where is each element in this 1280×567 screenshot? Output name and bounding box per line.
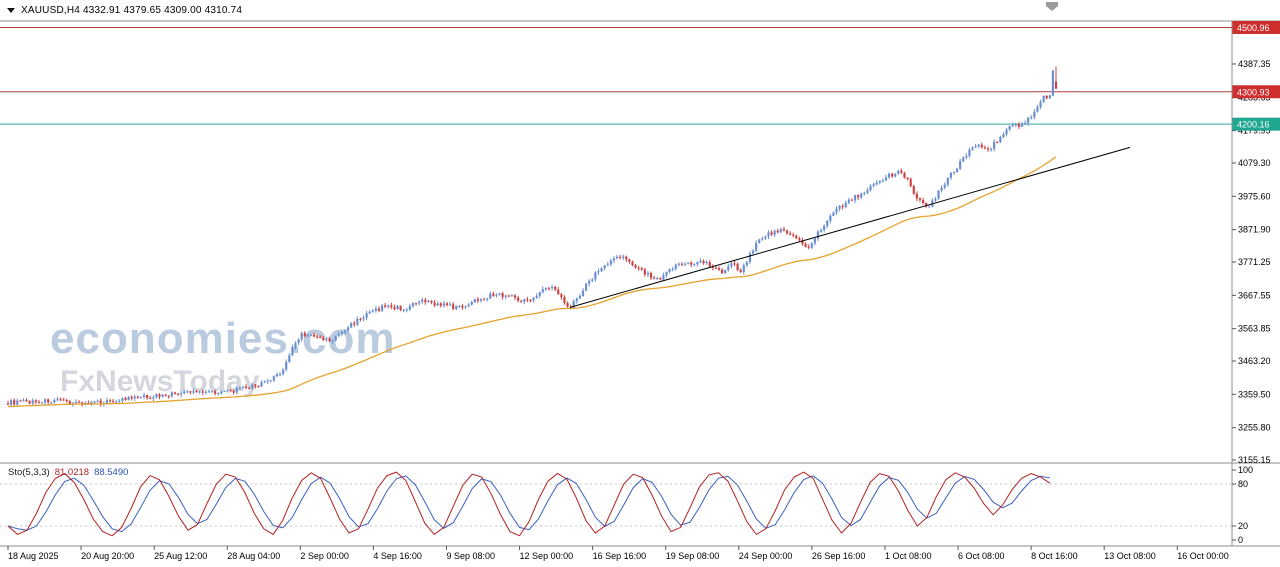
candles-layer[interactable]: [6, 66, 1058, 408]
time-tick-label: 2 Sep 00:00: [300, 551, 349, 561]
stochastic-name: Sto(5,3,3): [8, 467, 50, 478]
price-tick-label: 4387.35: [1238, 59, 1271, 69]
price-badge-label: 4200.16: [1237, 120, 1270, 130]
stochastic-scale-label: 100: [1238, 465, 1253, 475]
price-badge: [1232, 20, 1280, 34]
time-tick-label: 28 Aug 04:00: [227, 551, 280, 561]
price-tick-label: 3667.55: [1238, 290, 1271, 300]
time-axis: 18 Aug 2025 20 Aug 20:00 25 Aug 12:00 28 Au…: [7, 546, 1229, 561]
time-tick-label: 13 Oct 08:00: [1104, 551, 1156, 561]
time-tick-label: 18 Aug 2025: [8, 551, 59, 561]
stochastic-signal-line: [7, 475, 1051, 533]
price-tick-label: 3871.90: [1238, 225, 1271, 235]
price-tick-label: 4079.30: [1238, 158, 1271, 168]
horizontal-levels: [0, 26, 1232, 125]
time-tick-label: 9 Sep 08:00: [446, 551, 495, 561]
price-badges: 4500.96 4300.93 4200.16: [1232, 20, 1280, 131]
time-tick-label: 4 Sep 16:00: [373, 551, 422, 561]
time-tick-label: 26 Sep 16:00: [812, 551, 866, 561]
time-tick-label: 16 Oct 00:00: [1177, 551, 1229, 561]
time-tick-label: 24 Sep 00:00: [739, 551, 793, 561]
symbol-dropdown-icon[interactable]: [7, 8, 15, 13]
chart-shift-marker-icon[interactable]: [1046, 2, 1058, 11]
price-badge: [1232, 117, 1280, 131]
time-tick-label: 20 Aug 20:00: [81, 551, 134, 561]
time-tick-label: 16 Sep 16:00: [593, 551, 647, 561]
time-tick-label: 12 Sep 00:00: [520, 551, 574, 561]
time-tick-label: 19 Sep 08:00: [666, 551, 720, 561]
moving-average-line: [7, 156, 1057, 408]
price-badge-label: 4500.96: [1237, 23, 1270, 33]
chart-frame: [0, 2, 1280, 547]
time-tick-label: 6 Oct 08:00: [958, 551, 1005, 561]
stochastic-main-value: 81.0218: [54, 467, 90, 478]
watermark-brand: economies.com: [50, 314, 396, 363]
stochastic-scale-label: 20: [1238, 521, 1248, 531]
stochastic-scale-label: 80: [1238, 479, 1248, 489]
price-tick-label: 3563.85: [1238, 324, 1271, 334]
watermark-tagline: FxNewsToday: [60, 365, 260, 399]
time-tick-label: 8 Oct 16:00: [1031, 551, 1078, 561]
price-axis: 4387.354283.654179.954079.303975.603871.…: [1232, 59, 1271, 545]
price-tick-label: 3255.80: [1238, 423, 1271, 433]
price-tick-label: 3463.20: [1238, 356, 1271, 366]
stochastic-signal-value: 88.5490: [94, 467, 129, 478]
time-tick-label: 25 Aug 12:00: [154, 551, 207, 561]
ma-line[interactable]: [7, 156, 1057, 408]
trendline-layer[interactable]: [569, 146, 1131, 308]
stochastic-scale-label: 0: [1238, 535, 1243, 545]
trendline[interactable]: [569, 146, 1131, 308]
price-badge-label: 4300.93: [1237, 87, 1270, 97]
watermark: economies.com FxNewsToday: [50, 314, 396, 399]
time-tick-label: 1 Oct 08:00: [885, 551, 932, 561]
price-tick-label: 3771.25: [1238, 257, 1271, 267]
stochastic-main-line: [7, 471, 1051, 537]
stochastic-label: Sto(5,3,3) 81.0218 88.5490: [8, 467, 128, 478]
price-tick-label: 3359.50: [1238, 389, 1271, 399]
stochastic-panel[interactable]: [0, 471, 1232, 537]
price-tick-label: 3975.60: [1238, 191, 1271, 201]
price-tick-label: 3155.15: [1238, 455, 1271, 465]
chart-title: XAUUSD,H4 4332.91 4379.65 4309.00 4310.7…: [21, 5, 243, 16]
chart-title-bar: XAUUSD,H4 4332.91 4379.65 4309.00 4310.7…: [0, 0, 1232, 21]
price-badge: [1232, 85, 1280, 99]
